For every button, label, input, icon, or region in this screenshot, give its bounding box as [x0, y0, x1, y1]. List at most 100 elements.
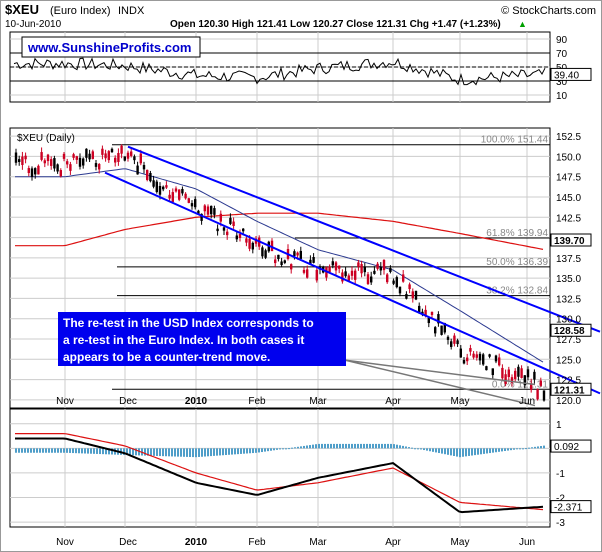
macd-histogram-bar: [336, 443, 338, 449]
candle-body: [347, 275, 350, 281]
candle-body: [453, 335, 456, 344]
x-axis-label: Jun: [519, 396, 535, 407]
macd-histogram-bar: [246, 448, 248, 454]
price-tick-label: 127.5: [556, 335, 581, 346]
candle-body: [194, 199, 197, 208]
macd-histogram-bar: [402, 445, 404, 449]
macd-value-label: 0.092: [554, 442, 579, 453]
macd-histogram-bar: [180, 448, 182, 457]
price-tick-label: 147.5: [556, 173, 581, 184]
candle-body: [382, 259, 386, 271]
fib-level-label: 50.0% 136.39: [486, 257, 548, 268]
macd-histogram-bar: [159, 448, 161, 457]
candle-body: [533, 371, 536, 380]
candle-body: [283, 260, 286, 263]
candle-body: [152, 180, 155, 187]
candle-body: [190, 203, 194, 207]
candle-body: [168, 194, 171, 199]
macd-histogram-bar: [132, 448, 134, 456]
candle-body: [434, 327, 437, 334]
price-value-box: [550, 233, 592, 247]
macd-histogram-bar: [162, 448, 164, 457]
macd-histogram-bar: [288, 448, 290, 450]
macd-histogram-bar: [258, 448, 260, 453]
candle-body: [488, 354, 491, 357]
candle-body: [482, 354, 485, 365]
macd-histogram-bar: [408, 447, 410, 449]
candle-body: [88, 153, 91, 160]
macd-histogram-bar: [417, 448, 419, 450]
candle-body: [389, 267, 392, 272]
macd-histogram-bar: [207, 448, 209, 457]
macd-histogram-bar: [339, 443, 341, 449]
candle-body: [245, 238, 248, 243]
macd-signal-line: [15, 433, 544, 511]
candle-body: [136, 165, 139, 175]
candle-body: [466, 357, 469, 362]
candle-body: [210, 205, 213, 215]
macd-histogram-bar: [516, 448, 518, 450]
macd-histogram-bar: [192, 448, 194, 458]
x-axis-label: 2010: [185, 537, 208, 548]
macd-histogram-bar: [96, 448, 98, 454]
candle-body: [370, 276, 373, 283]
macd-histogram-bar: [279, 448, 281, 450]
candle-body: [402, 274, 405, 282]
website-link[interactable]: www.SunshineProfits.com: [27, 40, 191, 55]
price-legend: $XEU (Daily): [17, 133, 75, 144]
candle-body: [450, 341, 453, 347]
candle-body: [229, 217, 232, 224]
candle-body: [312, 256, 315, 263]
candle-body: [440, 325, 443, 335]
candle-body: [59, 170, 62, 177]
macd-histogram-bar: [57, 448, 59, 453]
candle-body: [328, 266, 331, 272]
macd-histogram-bar: [240, 448, 242, 454]
macd-histogram-bar: [483, 448, 485, 454]
macd-histogram-bar: [249, 448, 251, 454]
candle-body: [30, 168, 34, 178]
candle-body: [69, 164, 72, 171]
candle-body: [50, 159, 53, 166]
macd-histogram-bar: [321, 443, 323, 449]
macd-histogram-bar: [243, 448, 245, 454]
candle-body: [357, 262, 360, 267]
candle-body: [277, 254, 280, 260]
candle-body: [472, 353, 475, 358]
macd-histogram-bar: [144, 448, 146, 456]
macd-histogram-bar: [399, 445, 401, 449]
macd-histogram-bar: [174, 448, 176, 457]
candle-body: [350, 270, 354, 276]
macd-histogram-bar: [300, 446, 302, 449]
rsi-tick-label: 90: [556, 35, 568, 46]
macd-histogram-bar: [222, 448, 224, 456]
macd-histogram-bar: [357, 443, 359, 449]
candle-body: [264, 250, 267, 258]
candle-body: [120, 145, 123, 154]
candle-body: [142, 164, 146, 170]
candle-body: [149, 172, 152, 182]
macd-histogram-bar: [303, 445, 305, 449]
rsi-tick-label: 30: [556, 77, 568, 88]
macd-histogram-bar: [384, 443, 386, 449]
macd-histogram-bar: [444, 448, 446, 455]
macd-histogram-bar: [462, 448, 464, 457]
price-tick-label: 120.0: [556, 396, 581, 407]
candle-body: [238, 233, 242, 238]
macd-histogram-bar: [42, 448, 44, 453]
candle-body: [174, 188, 178, 192]
candle-body: [254, 238, 258, 244]
wedge-line: [344, 359, 536, 386]
macd-histogram-bar: [36, 448, 38, 453]
macd-layer: [15, 433, 545, 514]
macd-histogram-bar: [477, 448, 479, 455]
macd-tick-label: -1: [556, 469, 565, 480]
candle-body: [162, 186, 165, 190]
rsi-value-box: [550, 67, 592, 81]
candle-body: [462, 360, 466, 364]
macd-histogram-bar: [213, 448, 215, 456]
macd-histogram-bar: [390, 443, 392, 449]
candle-body: [341, 272, 344, 282]
macd-histogram-bar: [165, 448, 167, 457]
